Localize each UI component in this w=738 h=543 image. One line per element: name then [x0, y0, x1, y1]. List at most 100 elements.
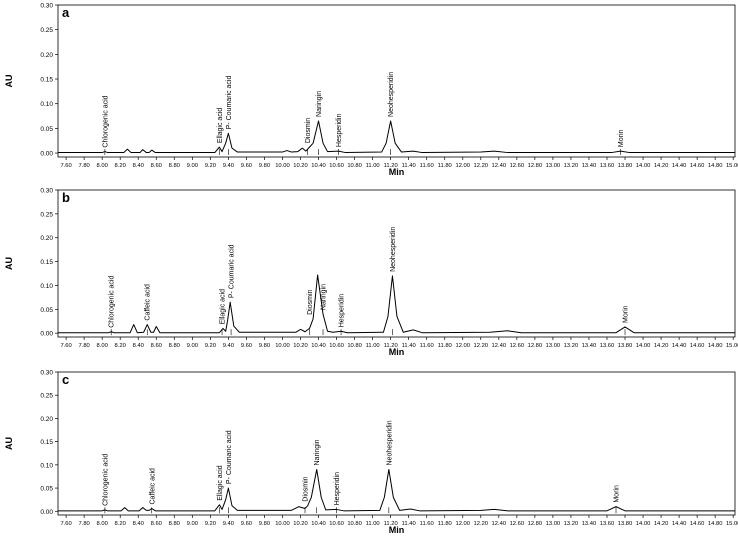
- x-tick-label: 13.40: [582, 343, 597, 349]
- x-tick-label: 14.60: [690, 521, 705, 527]
- x-tick-label: 9.80: [259, 521, 270, 527]
- peak-label: Chlorogenic acid: [109, 276, 116, 328]
- x-tick-label: 14.00: [636, 343, 651, 349]
- x-tick-label: 13.80: [618, 163, 633, 169]
- x-tick-label: 10.40: [311, 521, 326, 527]
- trace: [58, 469, 735, 512]
- panel-label: c: [62, 372, 69, 387]
- x-tick-label: 10.80: [347, 163, 362, 169]
- x-tick-label: 12.20: [474, 521, 489, 527]
- x-tick-label: 10.40: [311, 343, 326, 349]
- peak-label: Hesperidin: [336, 114, 343, 148]
- x-tick-label: 12.60: [510, 163, 525, 169]
- x-tick-label: 11.20: [384, 163, 398, 169]
- x-tick-label: 10.20: [293, 521, 308, 527]
- peak-label: Diosmin: [303, 476, 310, 501]
- x-tick-label: 13.00: [546, 163, 561, 169]
- x-tick-label: 13.80: [618, 343, 633, 349]
- peak-label: Naringin: [321, 284, 328, 310]
- x-tick-label: 8.80: [169, 163, 180, 169]
- y-tick-label: 0.30: [40, 3, 53, 10]
- x-tick-label: 7.80: [78, 163, 89, 169]
- x-tick-label: 12.80: [528, 163, 543, 169]
- x-tick-label: 9.00: [187, 163, 198, 169]
- peak-label: Chlorogenic acid: [102, 454, 109, 506]
- x-tick-label: 9.60: [241, 343, 252, 349]
- peak-label: Ellagic acid: [217, 108, 224, 144]
- y-tick-label: 0.15: [40, 259, 53, 266]
- y-tick-label: 0.00: [40, 509, 53, 516]
- y-tick-label: 0.15: [40, 77, 53, 84]
- peak-label: P- Coumaric acid: [226, 430, 233, 484]
- x-tick-label: 7.80: [78, 343, 89, 349]
- y-tick-label: 0.25: [40, 211, 53, 218]
- y-tick-label: 0.10: [40, 101, 53, 108]
- x-axis-label: Min: [389, 525, 405, 535]
- x-tick-label: 13.60: [600, 163, 615, 169]
- x-tick-label: 12.60: [510, 343, 525, 349]
- peak-label: Morin: [618, 129, 625, 147]
- x-tick-label: 11.40: [402, 163, 416, 169]
- x-tick-label: 11.00: [366, 521, 380, 527]
- x-tick-label: 10.00: [275, 343, 290, 349]
- trace: [58, 274, 735, 334]
- x-tick-label: 14.20: [654, 163, 669, 169]
- x-tick-label: 12.40: [492, 163, 507, 169]
- peak-label: Caffeic acid: [145, 284, 152, 321]
- x-tick-label: 8.80: [169, 521, 180, 527]
- x-tick-label: 12.40: [492, 343, 507, 349]
- peak-label: Neohesperidin: [388, 72, 395, 117]
- peak-label: Morin: [623, 305, 630, 323]
- plot-frame: [57, 189, 736, 338]
- y-tick-label: 0.15: [40, 439, 53, 446]
- x-tick-label: 14.80: [708, 343, 723, 349]
- y-tick-label: 0.20: [40, 52, 53, 59]
- x-tick-label: 13.20: [564, 521, 579, 527]
- y-tick-label: 0.05: [40, 307, 53, 314]
- y-tick-label: 0.20: [40, 235, 53, 242]
- x-tick-label: 9.40: [223, 163, 234, 169]
- x-tick-label: 8.40: [133, 163, 144, 169]
- x-tick-label: 10.60: [329, 163, 344, 169]
- x-tick-label: 13.00: [546, 343, 561, 349]
- y-tick-label: 0.00: [40, 331, 53, 338]
- x-tick-label: 9.60: [241, 163, 252, 169]
- peak-label: Hesperidin: [334, 472, 341, 506]
- x-tick-label: 8.00: [97, 163, 108, 169]
- x-tick-label: 13.40: [582, 521, 597, 527]
- x-tick-label: 8.00: [97, 521, 108, 527]
- x-tick-label: 7.60: [60, 521, 71, 527]
- x-tick-label: 11.40: [402, 521, 416, 527]
- peak-label: Ellagic acid: [220, 289, 227, 325]
- x-tick-label: 10.60: [329, 521, 344, 527]
- x-tick-label: 9.00: [187, 343, 198, 349]
- x-axis-label: Min: [389, 167, 405, 177]
- x-tick-label: 10.00: [275, 521, 290, 527]
- x-tick-label: 10.20: [293, 343, 308, 349]
- y-tick-label: 0.30: [40, 188, 53, 195]
- y-tick-label: 0.00: [40, 151, 53, 158]
- y-tick-label: 0.30: [40, 370, 53, 377]
- x-tick-label: 12.20: [474, 163, 489, 169]
- y-tick-label: 0.10: [40, 462, 53, 469]
- x-tick-label: 9.20: [205, 521, 216, 527]
- x-tick-label: 13.20: [564, 163, 579, 169]
- x-tick-label: 12.80: [528, 521, 543, 527]
- x-tick-label: 14.40: [672, 521, 687, 527]
- peak-label: P- Coumaric acid: [226, 76, 233, 130]
- x-tick-label: 10.00: [275, 163, 290, 169]
- x-tick-label: 12.20: [474, 343, 489, 349]
- x-tick-label: 14.80: [708, 163, 723, 169]
- x-tick-label: 9.40: [223, 343, 234, 349]
- x-tick-label: 9.00: [187, 521, 198, 527]
- x-tick-label: 11.80: [438, 521, 452, 527]
- x-tick-label: 11.80: [438, 343, 452, 349]
- x-tick-label: 11.00: [366, 163, 380, 169]
- y-axis-label: AU: [4, 437, 14, 450]
- y-tick-label: 0.10: [40, 283, 53, 290]
- peak-label: Caffeic acid: [149, 468, 156, 505]
- x-tick-label: 10.20: [293, 163, 308, 169]
- x-tick-label: 13.00: [546, 521, 561, 527]
- peak-label: Chlorogenic acid: [102, 95, 109, 147]
- y-tick-label: 0.20: [40, 416, 53, 423]
